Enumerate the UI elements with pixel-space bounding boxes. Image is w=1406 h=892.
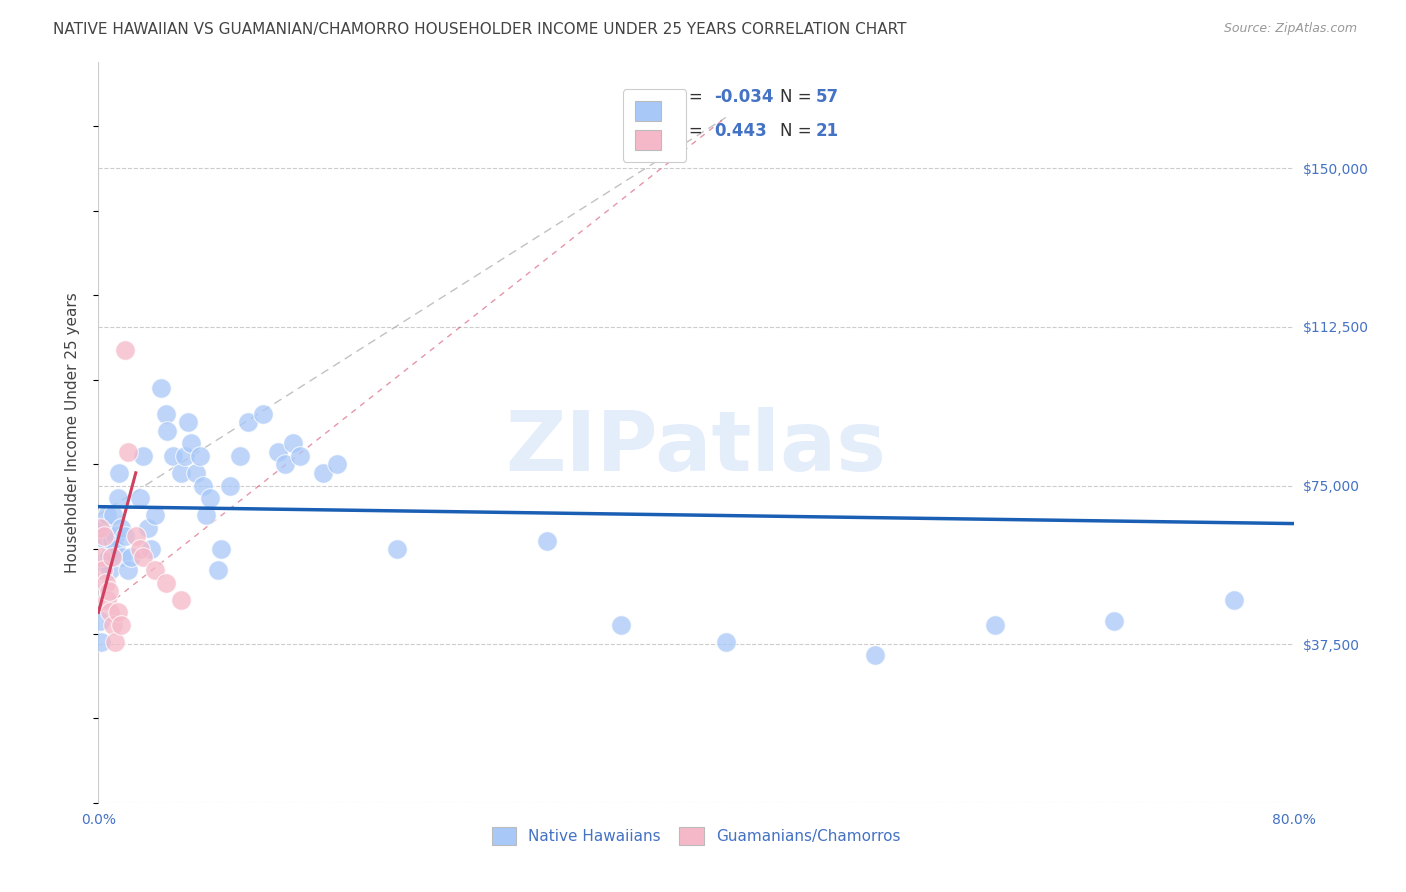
Text: R =: R = — [672, 88, 709, 106]
Point — [103, 508, 125, 522]
Point — [93, 521, 115, 535]
Point — [188, 449, 211, 463]
Point — [97, 550, 120, 565]
Point — [96, 508, 118, 522]
Point — [156, 424, 179, 438]
Point — [536, 533, 558, 548]
Point — [93, 529, 115, 543]
Point — [1104, 614, 1126, 628]
Point — [98, 606, 122, 620]
Point — [274, 458, 297, 472]
Point — [865, 648, 887, 662]
Text: N =: N = — [779, 122, 817, 140]
Point — [129, 491, 152, 506]
Y-axis label: Householder Income Under 25 years: Householder Income Under 25 years — [65, 293, 80, 573]
Point — [288, 449, 311, 463]
Point — [111, 550, 134, 565]
Text: 57: 57 — [815, 88, 838, 106]
Point — [101, 550, 124, 565]
Point — [177, 415, 200, 429]
Point — [169, 466, 191, 480]
Text: Source: ZipAtlas.com: Source: ZipAtlas.com — [1223, 22, 1357, 36]
Point — [311, 466, 333, 480]
Point — [195, 508, 218, 522]
Point — [129, 541, 152, 556]
Point — [117, 563, 139, 577]
Point — [610, 618, 633, 632]
Point — [114, 529, 136, 543]
Text: R =: R = — [672, 122, 709, 140]
Point — [207, 563, 229, 577]
Point — [236, 415, 259, 429]
Point — [136, 521, 159, 535]
Point — [150, 381, 173, 395]
Point — [117, 444, 139, 458]
Point — [107, 491, 129, 506]
Point — [105, 541, 128, 556]
Point — [281, 436, 304, 450]
Point — [91, 563, 114, 577]
Point — [143, 508, 166, 522]
Point — [91, 555, 114, 569]
Point — [162, 449, 184, 463]
Text: 0.443: 0.443 — [714, 122, 766, 140]
Point — [103, 618, 125, 632]
Text: -0.034: -0.034 — [714, 88, 773, 106]
Point — [94, 533, 117, 548]
Point — [200, 491, 222, 506]
Point — [96, 592, 118, 607]
Point — [132, 449, 155, 463]
Point — [101, 533, 124, 548]
Point — [1223, 592, 1246, 607]
Point — [89, 614, 111, 628]
Point — [229, 449, 252, 463]
Point — [98, 563, 122, 577]
Point — [120, 550, 142, 565]
Point — [110, 618, 132, 632]
Legend: Native Hawaiians, Guamanians/Chamorros: Native Hawaiians, Guamanians/Chamorros — [485, 821, 907, 851]
Point — [97, 584, 120, 599]
Point — [219, 478, 242, 492]
Point — [90, 635, 112, 649]
Point — [108, 466, 131, 480]
Point — [714, 635, 737, 649]
Text: NATIVE HAWAIIAN VS GUAMANIAN/CHAMORRO HOUSEHOLDER INCOME UNDER 25 YEARS CORRELAT: NATIVE HAWAIIAN VS GUAMANIAN/CHAMORRO HO… — [53, 22, 907, 37]
Point — [143, 563, 166, 577]
Point — [267, 444, 290, 458]
Point — [155, 575, 177, 590]
Point — [139, 541, 162, 556]
Point — [89, 521, 111, 535]
Point — [110, 521, 132, 535]
Point — [107, 606, 129, 620]
Point — [94, 575, 117, 590]
Point — [104, 529, 127, 543]
Point — [184, 466, 207, 480]
Point — [114, 343, 136, 358]
Point — [209, 541, 232, 556]
Point — [90, 550, 112, 565]
Point — [174, 449, 197, 463]
Point — [252, 407, 274, 421]
Point — [326, 458, 349, 472]
Point — [385, 541, 409, 556]
Point — [155, 407, 177, 421]
Point — [125, 529, 148, 543]
Text: 21: 21 — [815, 122, 838, 140]
Point — [984, 618, 1007, 632]
Point — [191, 478, 214, 492]
Point — [104, 635, 127, 649]
Point — [169, 592, 191, 607]
Point — [132, 550, 155, 565]
Point — [180, 436, 202, 450]
Text: ZIPatlas: ZIPatlas — [506, 407, 886, 488]
Text: N =: N = — [779, 88, 817, 106]
